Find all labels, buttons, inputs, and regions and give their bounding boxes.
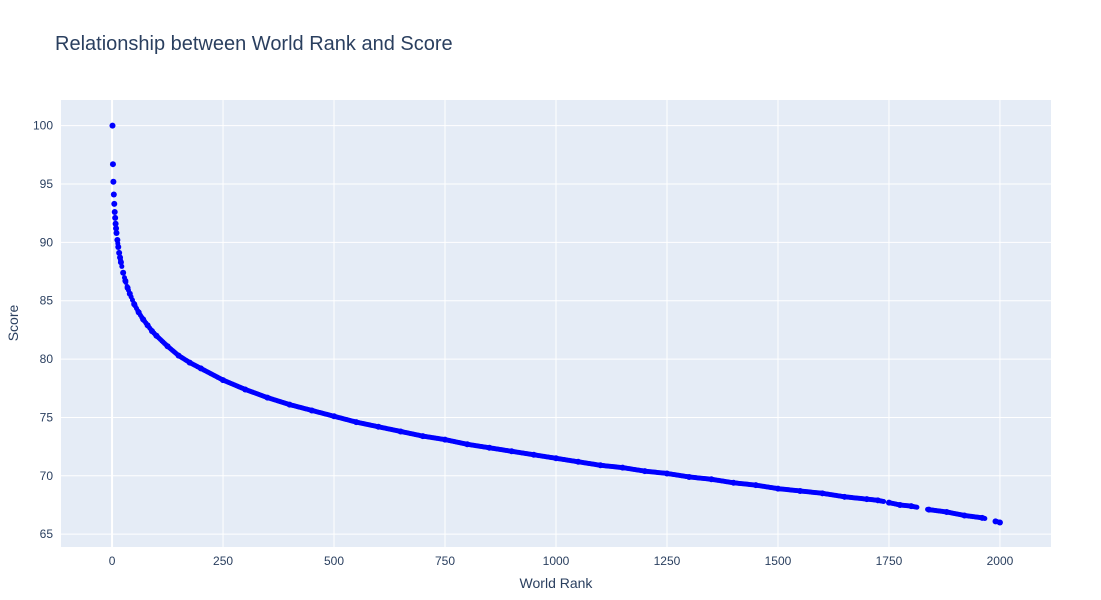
data-point-fill (123, 279, 129, 285)
grid-lines (61, 100, 1051, 547)
data-point-fill (115, 241, 121, 247)
data-point (109, 122, 116, 129)
data-point (112, 214, 119, 221)
data-point-fill (982, 516, 988, 522)
x-tick-label: 0 (109, 554, 116, 568)
data-point-fill (120, 270, 126, 276)
data-point-fill (121, 275, 127, 281)
data-point (110, 178, 117, 185)
tick-labels: 0 250 500 750 1000 1250 1500 1750 2000 65 70 75 80 85… (33, 119, 1014, 568)
y-tick-label: 75 (40, 410, 54, 424)
data-point-fill (914, 504, 920, 510)
data-point (110, 191, 117, 198)
y-tick-label: 95 (40, 177, 54, 191)
chart-title: Relationship between World Rank and Scor… (55, 33, 453, 55)
y-tick-label: 100 (33, 119, 53, 133)
y-tick-label: 90 (40, 235, 54, 249)
data-point-fill (997, 519, 1003, 525)
y-tick-label: 85 (40, 294, 54, 308)
data-point (113, 225, 120, 232)
x-tick-label: 1750 (876, 554, 903, 568)
x-tick-label: 250 (213, 554, 233, 568)
y-tick-label: 65 (40, 527, 54, 541)
data-point-fill (116, 250, 122, 256)
data-point-fill (117, 257, 123, 263)
x-tick-label: 1500 (765, 554, 792, 568)
x-tick-label: 2000 (987, 554, 1014, 568)
x-axis-title: World Rank (520, 575, 594, 591)
data-point (111, 209, 118, 216)
y-tick-label: 70 (40, 469, 54, 483)
data-point (111, 200, 118, 207)
data-point (109, 161, 116, 168)
y-axis-title: Score (5, 305, 21, 342)
data-point-fill (119, 263, 125, 269)
data-point-fill (113, 230, 119, 236)
x-tick-label: 500 (324, 554, 344, 568)
data-point (112, 220, 119, 227)
x-tick-label: 1250 (654, 554, 681, 568)
x-tick-label: 750 (435, 554, 455, 568)
data-point-fill (881, 499, 887, 505)
x-tick-label: 1000 (543, 554, 570, 568)
y-tick-label: 80 (40, 352, 54, 366)
data-points (109, 122, 1003, 526)
